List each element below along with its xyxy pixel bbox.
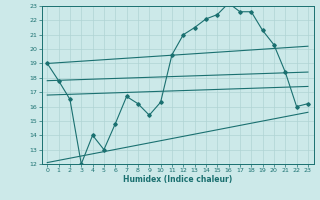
X-axis label: Humidex (Indice chaleur): Humidex (Indice chaleur) — [123, 175, 232, 184]
